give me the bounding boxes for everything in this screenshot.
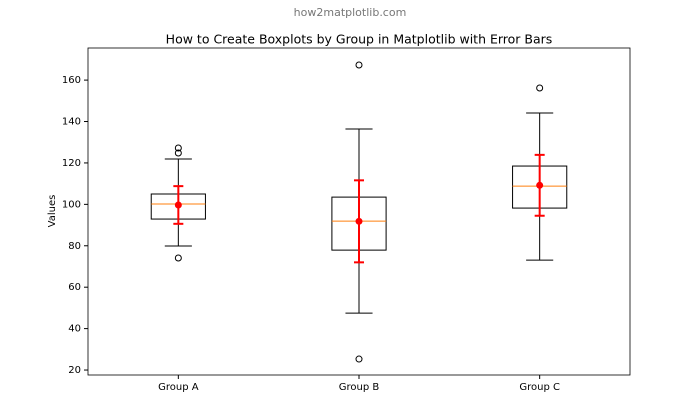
flier bbox=[174, 254, 182, 262]
flier bbox=[536, 84, 544, 92]
y-tick-label: 120 bbox=[62, 158, 81, 169]
flier bbox=[174, 149, 182, 157]
y-axis-label: Values bbox=[47, 195, 58, 228]
watermark: how2matplotlib.com bbox=[294, 6, 407, 19]
y-tick-label: 160 bbox=[62, 75, 81, 86]
flier bbox=[355, 61, 363, 69]
x-tick-label: Group A bbox=[158, 382, 199, 393]
mean-marker bbox=[174, 201, 182, 209]
y-tick-label: 80 bbox=[68, 241, 81, 252]
y-tick-label: 20 bbox=[68, 365, 81, 376]
flier bbox=[355, 355, 363, 363]
y-tick-label: 100 bbox=[62, 199, 81, 210]
y-tick-label: 60 bbox=[68, 282, 81, 293]
y-tick-label: 140 bbox=[62, 117, 81, 128]
mean-marker bbox=[355, 217, 363, 225]
x-tick-label: Group B bbox=[339, 382, 380, 393]
x-tick-label: Group C bbox=[519, 382, 560, 393]
y-tick-label: 40 bbox=[68, 324, 81, 335]
chart-title: How to Create Boxplots by Group in Matpl… bbox=[166, 32, 553, 47]
flier bbox=[174, 144, 182, 152]
mean-marker bbox=[536, 181, 544, 189]
